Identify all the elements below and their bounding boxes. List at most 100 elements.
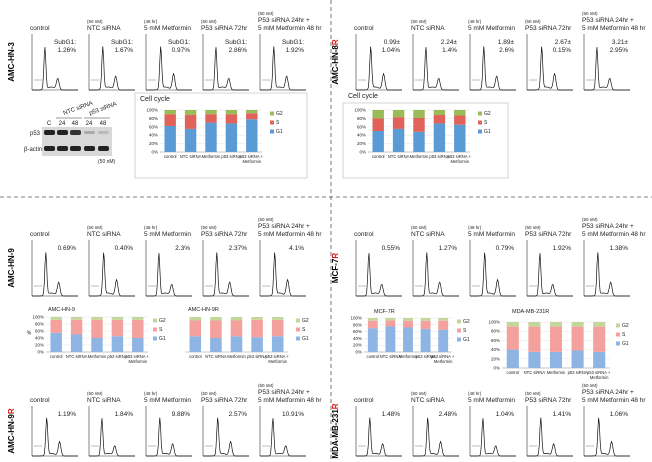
histogram bbox=[470, 46, 516, 91]
panel-header: P53 siRNA 72hr bbox=[525, 231, 572, 238]
panel-header: 5 mM Metformin bbox=[468, 25, 515, 32]
bar-segment bbox=[184, 128, 197, 152]
bar-segment bbox=[111, 319, 124, 337]
panel-header: P53 siRNA 24hr + bbox=[258, 17, 310, 24]
x-tick-label-line: Metformin bbox=[128, 359, 147, 364]
bar-segment bbox=[225, 114, 238, 124]
histogram bbox=[260, 252, 306, 297]
subg1-value: SubG1: bbox=[111, 39, 133, 46]
subg1-value: 2.95% bbox=[610, 47, 629, 54]
bar-segment bbox=[189, 320, 202, 337]
histogram bbox=[584, 47, 630, 91]
subg1-value: 0.97% bbox=[172, 47, 191, 54]
panel-header: 5 mM Metformin 48 hr bbox=[582, 231, 646, 238]
side-label: AMC-HN-9 bbox=[7, 248, 16, 288]
subg1-value: 2.67± bbox=[555, 39, 572, 46]
bar-segment bbox=[367, 320, 378, 329]
blot-band bbox=[44, 146, 55, 151]
panel-header: 5 mM Metformin 48 hr bbox=[258, 397, 322, 404]
lane-label: 48 bbox=[72, 121, 79, 127]
histogram bbox=[413, 47, 459, 91]
x-tick-label: p53 siRNA + Metformin bbox=[431, 354, 456, 364]
legend-swatch bbox=[457, 337, 461, 342]
panel-header: NTC siRNA bbox=[411, 231, 445, 238]
panel-header: P53 siRNA 24hr + bbox=[258, 223, 310, 230]
x-tick-label-line: p53 siRNA + bbox=[265, 354, 290, 359]
y-tick-label: 60% bbox=[491, 338, 500, 343]
bar-segment bbox=[528, 322, 541, 327]
y-tick-label: 20% bbox=[357, 141, 366, 146]
bar-segment bbox=[506, 326, 519, 350]
y-tick-label: 40% bbox=[491, 347, 500, 352]
y-tick-label: 20% bbox=[149, 141, 158, 146]
y-tick-label: 40% bbox=[357, 133, 366, 138]
subg1-value: SubG1: bbox=[225, 39, 247, 46]
chart-title: AMC-HN-9 bbox=[48, 307, 75, 313]
x-tick-label: p53 siRNA + Metformin bbox=[265, 354, 290, 364]
bar-segment bbox=[438, 318, 449, 321]
subg1-value: 0.69% bbox=[58, 245, 77, 252]
lane-label: C bbox=[47, 121, 52, 127]
subg1-value: 1.26% bbox=[58, 47, 77, 54]
chart-frame bbox=[134, 92, 308, 179]
subg1-value: 10.91% bbox=[282, 411, 304, 418]
x-tick-label: p53 siRNA bbox=[247, 354, 267, 359]
legend-swatch bbox=[457, 328, 461, 333]
y-tick-label: 0% bbox=[37, 350, 44, 355]
legend-swatch bbox=[153, 336, 157, 341]
panel-note: (50 nM) bbox=[87, 19, 103, 24]
y-tick-label: 80% bbox=[149, 116, 158, 121]
x-tick-label: Metformin bbox=[202, 154, 221, 159]
panel-note: (50 nM) bbox=[87, 391, 103, 396]
legend-swatch bbox=[153, 327, 157, 332]
subg1-value: 0.55% bbox=[382, 245, 401, 252]
legend-label: S bbox=[622, 332, 626, 338]
panel-header: 5 mM Metformin 48 hr bbox=[258, 25, 322, 32]
histogram bbox=[89, 46, 135, 91]
histogram bbox=[356, 46, 402, 91]
side-label-part: R bbox=[331, 403, 340, 409]
legend-label: S bbox=[159, 327, 163, 333]
panel-header: P53 siRNA 24hr + bbox=[258, 389, 310, 396]
panel-header: P53 siRNA 24hr + bbox=[582, 389, 634, 396]
y-tick-label: 20% bbox=[491, 356, 500, 361]
y-tick-label: 80% bbox=[357, 116, 366, 121]
bar-segment bbox=[367, 328, 378, 352]
blot-band bbox=[57, 130, 68, 135]
subg1-value: 2.37% bbox=[229, 245, 248, 252]
y-tick-label: 0% bbox=[355, 350, 362, 355]
histogram bbox=[89, 252, 135, 297]
bar-segment bbox=[593, 351, 606, 368]
panel-header: NTC siRNA bbox=[411, 25, 445, 32]
side-label: MDA-MB-231R bbox=[331, 403, 340, 458]
histogram bbox=[89, 418, 135, 457]
bar-segment bbox=[205, 114, 217, 123]
blot-band bbox=[98, 131, 109, 134]
subg1-value: SubG1: bbox=[168, 39, 190, 46]
x-tick-label-line: p53 siRNA + bbox=[448, 154, 473, 159]
legend-swatch bbox=[270, 129, 274, 134]
bar-segment bbox=[571, 326, 584, 351]
panel-note: (50 nM) bbox=[582, 11, 598, 16]
panel-note: (50 nM) bbox=[411, 225, 427, 230]
x-tick-label: control bbox=[367, 354, 380, 359]
legend-label: G1 bbox=[276, 129, 283, 135]
side-label-part: R bbox=[7, 408, 16, 414]
side-label: MCF-7R bbox=[331, 253, 340, 283]
subg1-value: 1.4% bbox=[442, 47, 457, 54]
bar-segment bbox=[111, 317, 124, 320]
x-tick-label: p53 siRNA + Metformin bbox=[126, 354, 151, 364]
bar-segment bbox=[433, 123, 446, 152]
subg1-value: 1.92% bbox=[286, 47, 305, 54]
panel-note: (50 nM) bbox=[201, 19, 217, 24]
y-tick-label: 80% bbox=[35, 322, 44, 327]
histogram bbox=[527, 417, 573, 457]
lane-label: 24 bbox=[59, 121, 66, 127]
x-tick-label-line: p53 siRNA + bbox=[431, 354, 456, 359]
subg1-value: 1.27% bbox=[439, 245, 458, 252]
x-tick-label: control bbox=[50, 354, 63, 359]
panel-header: 5 mM Metformin 48 hr bbox=[582, 25, 646, 32]
panel-note: (48 hr) bbox=[468, 391, 482, 396]
subg1-value: SubG1: bbox=[282, 39, 304, 46]
